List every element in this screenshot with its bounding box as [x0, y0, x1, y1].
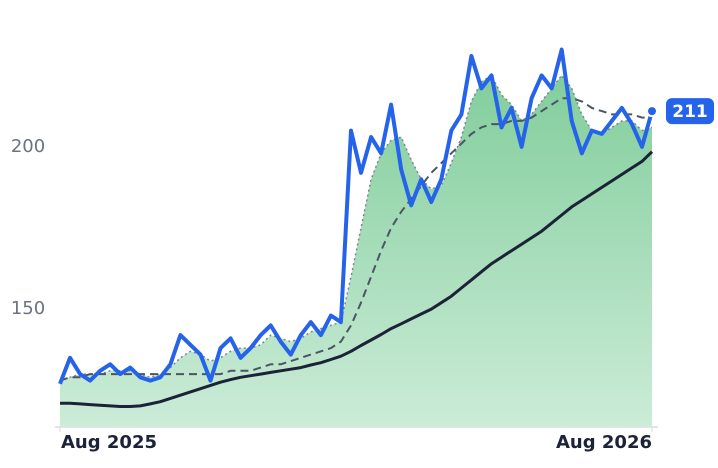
- value-badge: [666, 98, 714, 125]
- last-point: [646, 105, 658, 118]
- x-tick-label: Aug 2026: [556, 432, 652, 453]
- line: [60, 150, 654, 408]
- line: [59, 97, 652, 382]
- area: [60, 75, 652, 427]
- x-tick-label: Aug 2025: [61, 432, 157, 453]
- y-tick-label: 150: [11, 298, 45, 319]
- y-tick-label: 200: [11, 136, 45, 157]
- value-label: 211: [672, 102, 708, 122]
- line: [58, 47, 654, 385]
- line: [59, 74, 653, 382]
